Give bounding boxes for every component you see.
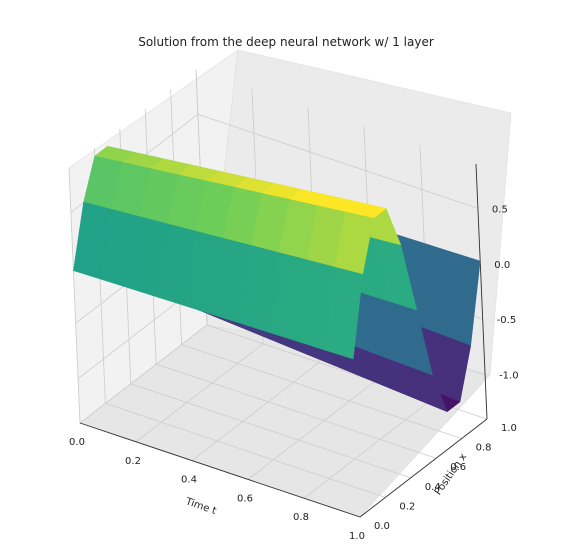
z-tick-label: -0.5 <box>497 315 517 326</box>
x-axis-line <box>79 422 361 518</box>
y-tick-label: 0.0 <box>374 521 390 532</box>
y-tick-label: 1.0 <box>501 423 517 434</box>
z-tick-label: -1.0 <box>499 371 519 382</box>
z-tick-label: 0.0 <box>494 260 510 271</box>
x-tick-label: 1.0 <box>349 531 365 542</box>
grid-line-x <box>68 167 81 424</box>
y-axis-label: Position x <box>433 452 470 498</box>
z-tick-label: 0.5 <box>492 204 508 215</box>
grid-line-t <box>79 324 208 424</box>
surface-mesh <box>73 145 481 413</box>
grid-line-t <box>303 399 432 499</box>
y-tick-label: 0.6 <box>450 462 466 473</box>
x-tick-label: 0.0 <box>69 437 85 448</box>
y-tick-label: 0.8 <box>476 443 492 454</box>
surface-facet <box>324 266 363 360</box>
y-axis-line <box>359 418 488 518</box>
axis-lines <box>79 163 488 518</box>
grid-line-t <box>247 381 376 480</box>
y-tick-label: 0.2 <box>399 501 415 512</box>
tick-labels: 0.0 0.2 0.4 0.6 0.8 1.0 0.0 0.2 0.4 0.6 0.8 1.0 -1.0… <box>69 204 519 542</box>
chart-title: Solution from the deep neural network w/… <box>138 35 434 49</box>
x-tick-label: 0.6 <box>237 493 253 504</box>
x-axis-label: Time t <box>183 496 217 517</box>
grid-line-z <box>197 113 479 209</box>
x-tick-label: 0.2 <box>125 456 141 467</box>
y-tick-label: 0.4 <box>425 482 441 493</box>
grid-line-x <box>156 363 437 459</box>
z-axis-line <box>475 163 488 420</box>
grid-line-t <box>135 343 264 443</box>
grid-line-x <box>181 344 462 439</box>
x-tick-label: 0.4 <box>181 475 197 486</box>
grid-line-x <box>130 383 411 479</box>
grid-line-t <box>191 362 320 461</box>
grid-line-x <box>105 403 386 498</box>
x-tick-label: 0.8 <box>293 512 309 523</box>
